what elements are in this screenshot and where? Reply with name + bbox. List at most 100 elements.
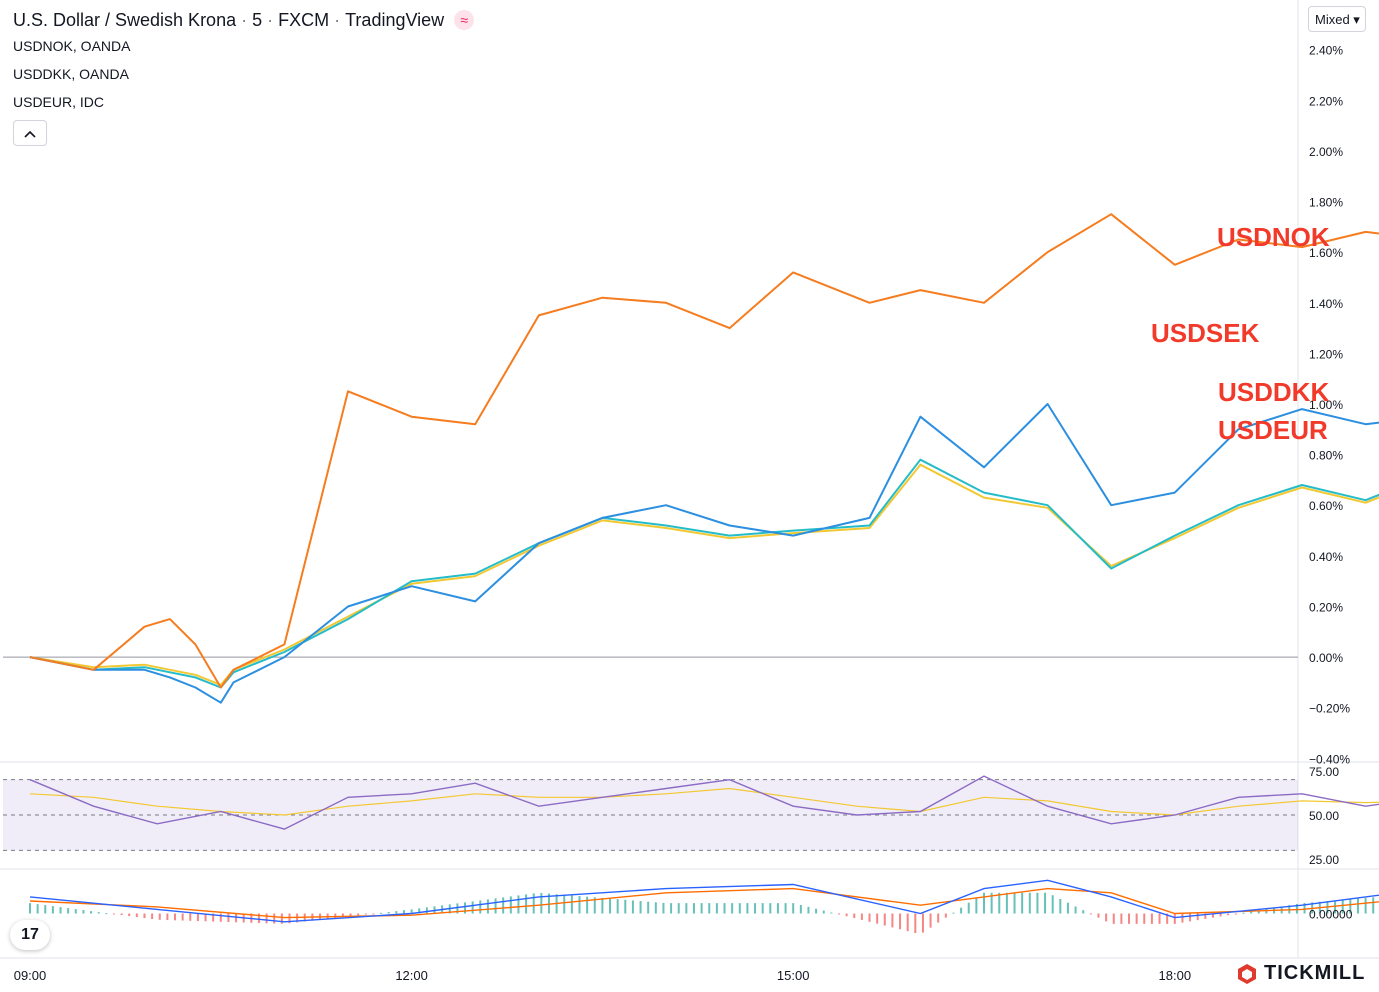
macd-histogram-bar xyxy=(700,903,703,914)
macd-histogram-bar xyxy=(570,895,573,914)
macd-histogram-bar xyxy=(227,913,230,923)
y-tick-label: −0.20% xyxy=(1309,702,1350,716)
macd-histogram-bar xyxy=(456,903,459,914)
macd-histogram-bar xyxy=(82,910,85,914)
macd-histogram-bar xyxy=(1112,913,1115,924)
macd-histogram-bar xyxy=(769,903,772,914)
macd-histogram-bar xyxy=(502,897,505,914)
macd-histogram-bar xyxy=(174,913,177,921)
macd-histogram-bar xyxy=(891,913,894,928)
compare-symbol-usdeur[interactable]: USDEUR, IDC xyxy=(13,94,105,110)
macd-histogram-bar xyxy=(975,897,978,914)
legend-collapse-button[interactable] xyxy=(13,120,47,146)
macd-histogram-bar xyxy=(1227,913,1230,916)
y-tick-label: 1.00% xyxy=(1309,398,1343,412)
rsi-band xyxy=(3,779,1298,851)
macd-histogram-bar xyxy=(1372,897,1375,914)
macd-histogram-bar xyxy=(837,913,840,915)
macd-histogram-bar xyxy=(1013,892,1016,914)
macd-histogram-bar xyxy=(685,903,688,914)
tickmill-wordmark: TICKMILL xyxy=(1264,962,1366,984)
macd-histogram-bar xyxy=(479,900,482,914)
wave-icon[interactable]: ≈ xyxy=(454,10,475,30)
macd-histogram-bar xyxy=(1059,898,1062,914)
macd-histogram-bar xyxy=(334,913,337,919)
macd-histogram-bar xyxy=(578,896,581,914)
macd-histogram-bar xyxy=(120,913,123,916)
macd-histogram-bar xyxy=(1181,913,1184,923)
chevron-up-icon xyxy=(24,130,36,138)
macd-histogram-bar xyxy=(196,913,199,922)
macd-histogram-bar xyxy=(532,893,535,914)
macd-histogram-bar xyxy=(280,913,283,924)
x-tick-label: 18:00 xyxy=(1159,968,1192,983)
macd-histogram-bar xyxy=(830,912,833,914)
macd-histogram-bar xyxy=(410,909,413,914)
macd-histogram-bar xyxy=(776,903,779,914)
macd-histogram-bar xyxy=(151,913,154,920)
macd-histogram-bar xyxy=(357,913,360,916)
macd-histogram-bar xyxy=(1257,910,1260,914)
macd-histogram-bar xyxy=(1044,892,1047,914)
rsi-tick-label: 75.00 xyxy=(1309,765,1339,779)
main-symbol-row[interactable]: U.S. Dollar / Swedish Krona · 5 · FXCM ·… xyxy=(13,8,475,32)
macd-histogram-bar xyxy=(1196,913,1199,921)
macd-histogram-bar xyxy=(517,895,520,914)
macd-histogram-bar xyxy=(257,913,260,924)
macd-histogram-bar xyxy=(143,913,146,919)
macd-histogram-bar xyxy=(1074,906,1077,914)
annotation-usdsek: USDSEK xyxy=(1151,318,1260,348)
series-line-usdsek xyxy=(29,403,1379,704)
macd-histogram-bar xyxy=(1028,892,1031,914)
macd-histogram-bar xyxy=(67,908,70,914)
macd-histogram-bar xyxy=(708,903,711,914)
macd-histogram-bar xyxy=(792,903,795,914)
macd-histogram-bar xyxy=(799,904,802,914)
macd-histogram-bar xyxy=(1066,902,1069,914)
rsi-ma-line xyxy=(29,787,1379,816)
macd-histogram-bar xyxy=(937,913,940,923)
macd-histogram-bar xyxy=(746,903,749,914)
macd-histogram-bar xyxy=(1089,913,1092,915)
macd-histogram-bar xyxy=(418,908,421,914)
macd-histogram-bar xyxy=(1097,913,1100,918)
y-tick-label: 2.40% xyxy=(1309,44,1343,58)
macd-histogram-bar xyxy=(647,901,650,914)
macd-histogram-bar xyxy=(914,913,917,934)
macd-histogram-bar xyxy=(1082,910,1085,914)
y-tick-label: 1.60% xyxy=(1309,246,1343,260)
macd-histogram-bar xyxy=(868,913,871,922)
macd-histogram-bar xyxy=(631,900,634,914)
compare-symbol-usddkk[interactable]: USDDKK, OANDA xyxy=(13,66,129,82)
x-tick-label: 15:00 xyxy=(777,968,810,983)
macd-histogram-bar xyxy=(29,903,31,914)
scale-mode-select[interactable]: Mixed ▾ xyxy=(1308,6,1366,32)
macd-histogram-bar xyxy=(1166,913,1169,924)
macd-histogram-bar xyxy=(1341,899,1344,914)
macd-histogram-bar xyxy=(387,911,390,914)
macd-histogram-bar xyxy=(761,903,764,914)
macd-histogram-bar xyxy=(181,913,184,921)
rsi-tick-label: 25.00 xyxy=(1309,853,1339,867)
macd-histogram-bar xyxy=(1349,899,1352,914)
macd-histogram-bar xyxy=(425,907,428,914)
macd-histogram-bar xyxy=(135,913,138,918)
macd-histogram-bar xyxy=(731,903,734,914)
macd-histogram-bar xyxy=(807,906,810,914)
macd-histogram-bar xyxy=(967,902,970,914)
macd-histogram-bar xyxy=(960,907,963,914)
macd-histogram-bar xyxy=(853,913,856,919)
macd-histogram-bar xyxy=(1021,892,1024,914)
macd-histogram-bar xyxy=(44,905,47,914)
macd-histogram-bar xyxy=(1143,913,1146,924)
macd-histogram-bar xyxy=(586,896,589,914)
compare-symbol-usdnok[interactable]: USDNOK, OANDA xyxy=(13,38,131,54)
tradingview-logo[interactable]: 17 xyxy=(10,920,50,950)
macd-histogram-bar xyxy=(899,913,902,930)
macd-histogram-bar xyxy=(639,901,642,914)
macd-histogram-bar xyxy=(1120,913,1123,924)
rsi-tick-label: 50.00 xyxy=(1309,809,1339,823)
annotation-usdeur: USDEUR xyxy=(1218,415,1328,445)
main-symbol-interval: 5 xyxy=(252,9,263,30)
